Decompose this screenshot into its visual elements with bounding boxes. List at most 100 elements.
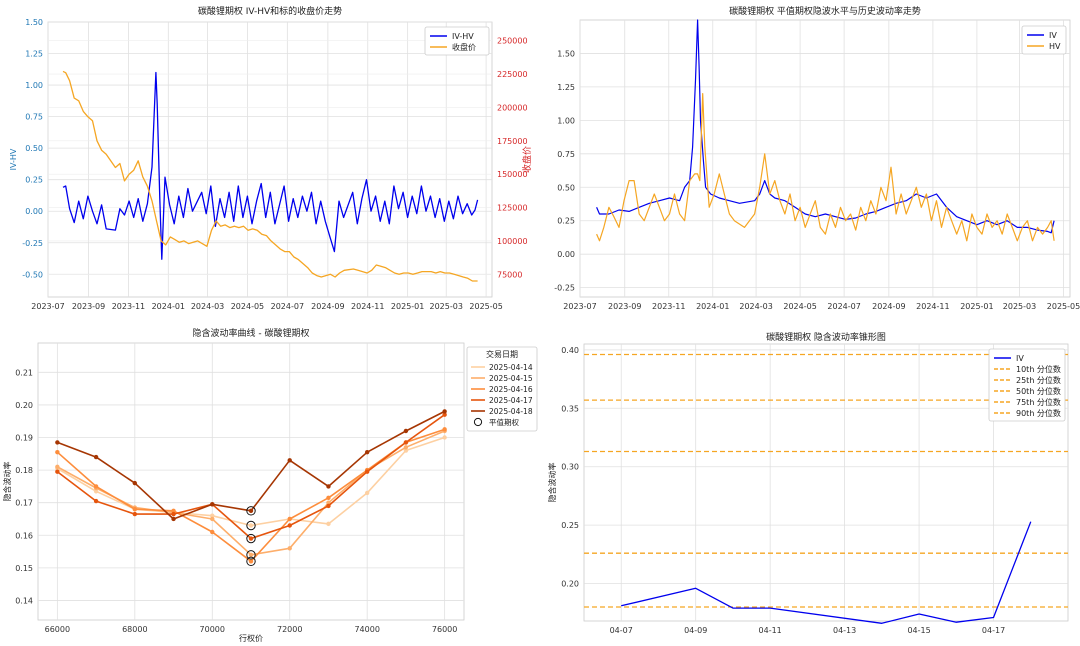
series-point bbox=[442, 435, 447, 440]
series-point bbox=[55, 464, 60, 470]
x-tick-label: 2023-11 bbox=[652, 302, 685, 311]
legend-label: HV bbox=[1049, 42, 1061, 51]
series-point bbox=[210, 529, 215, 535]
series-point bbox=[364, 490, 370, 496]
y-tick-label: 0.00 bbox=[557, 250, 575, 259]
y-tick-label: 0.00 bbox=[25, 207, 43, 216]
legend-label: 10th 分位数 bbox=[1016, 364, 1061, 374]
series-point bbox=[210, 513, 215, 518]
x-tick-label: 2023-11 bbox=[112, 302, 145, 311]
chart-title: 隐含波动率曲线 - 碳酸锂期权 bbox=[193, 327, 310, 339]
y-tick-label: 0.21 bbox=[15, 368, 33, 377]
x-tick-label: 2024-03 bbox=[739, 302, 772, 311]
legend-label: 75th 分位数 bbox=[1016, 397, 1061, 407]
legend bbox=[424, 26, 490, 56]
y-tick-label: 1.25 bbox=[25, 50, 43, 59]
series-line-IV bbox=[621, 521, 1032, 624]
series-point bbox=[326, 500, 331, 505]
series-point bbox=[132, 511, 138, 517]
y-tick-label: 0.25 bbox=[25, 176, 43, 185]
series-point bbox=[132, 507, 138, 512]
x-tick-label: 76000 bbox=[432, 625, 457, 634]
x-tick-label: 2025-03 bbox=[430, 302, 463, 311]
y-tick-label: 0.20 bbox=[561, 580, 579, 589]
series-point bbox=[442, 409, 447, 414]
x-tick-label: 2024-07 bbox=[827, 302, 860, 311]
x-tick-label: 2024-01 bbox=[152, 302, 185, 311]
series-point bbox=[55, 449, 60, 455]
iv-hv-close-price-chart: 2023-07 2023-09 2023-11 2024-01 2024-03 2024-… bbox=[9, 5, 533, 311]
y-tick-label: 0.50 bbox=[557, 183, 575, 192]
series-point bbox=[93, 489, 99, 494]
legend-swatch bbox=[473, 417, 483, 427]
series-point bbox=[403, 448, 409, 453]
x-tick-label: 2024-09 bbox=[872, 302, 905, 311]
y-tick-label: 0.35 bbox=[561, 404, 579, 413]
legend-label: IV-HV bbox=[452, 32, 474, 41]
y-tick-label: 0.19 bbox=[15, 434, 33, 443]
y-right-tick-label: 150000 bbox=[497, 170, 528, 179]
legend-label: 2025-04-17 bbox=[489, 396, 533, 405]
series-point bbox=[326, 503, 331, 509]
legend-label: 平值期权 bbox=[489, 417, 519, 427]
series-line-HV bbox=[596, 93, 1055, 242]
y-tick-label: 0.75 bbox=[25, 113, 43, 122]
series-line-IV bbox=[596, 19, 1055, 234]
series-point bbox=[403, 428, 409, 434]
x-tick-label: 04-09 bbox=[684, 626, 707, 635]
y-right-tick-label: 250000 bbox=[497, 37, 528, 46]
x-tick-label: 2024-11 bbox=[351, 302, 384, 311]
x-tick-label: 2023-07 bbox=[563, 302, 596, 311]
legend bbox=[1021, 25, 1067, 55]
x-tick-label: 2024-03 bbox=[191, 302, 224, 311]
series-point bbox=[287, 523, 292, 528]
atm-marker bbox=[246, 550, 256, 560]
x-tick-label: 74000 bbox=[354, 625, 379, 634]
series-point bbox=[442, 412, 447, 417]
series-line-IV-HV bbox=[62, 71, 479, 260]
y-tick-label: 0.15 bbox=[15, 564, 33, 573]
series-point bbox=[132, 480, 138, 486]
legend-label: 2025-04-14 bbox=[489, 363, 533, 372]
y-tick-label: 0.40 bbox=[561, 346, 579, 355]
series-point bbox=[55, 469, 60, 474]
y-right-tick-label: 100000 bbox=[497, 237, 528, 246]
chart-title: 碳酸锂期权 IV-HV和标的收盘价走势 bbox=[198, 5, 342, 17]
legend bbox=[466, 346, 538, 432]
atm-iv-hv-chart: 2023-07 2023-09 2023-11 2024-01 2024-03 2024-… bbox=[554, 5, 1080, 311]
series-point bbox=[248, 559, 254, 564]
y-tick-label: 0.20 bbox=[15, 401, 33, 410]
x-tick-label: 68000 bbox=[122, 625, 147, 634]
y-axis-label: IV-HV bbox=[9, 148, 18, 170]
x-tick-label: 2025-03 bbox=[1003, 302, 1036, 311]
series-point bbox=[248, 552, 254, 558]
legend-label: 2025-04-16 bbox=[489, 385, 533, 394]
volatility-cone-chart: 04-07 04-09 04-11 04-13 04-15 04-17 0.20 0.25 0.… bbox=[547, 331, 1069, 635]
series-point bbox=[210, 516, 215, 522]
y-tick-label: -0.50 bbox=[22, 270, 43, 279]
x-tick-label: 70000 bbox=[200, 625, 225, 634]
legend-label: 收盘价 bbox=[452, 42, 476, 52]
series-point bbox=[248, 508, 254, 514]
y-tick-label: 0.14 bbox=[15, 596, 33, 605]
plot-area bbox=[47, 21, 493, 298]
x-tick-label: 2024-01 bbox=[696, 302, 729, 311]
series-point bbox=[403, 440, 409, 445]
y-tick-label: -0.25 bbox=[22, 239, 43, 248]
legend-label: 25th 分位数 bbox=[1016, 375, 1061, 385]
volatility-smile-chart: 66000 68000 70000 72000 74000 76000 0.14 0.15 0.… bbox=[2, 327, 538, 643]
plot-area bbox=[37, 342, 465, 621]
legend-label: 2025-04-15 bbox=[489, 374, 533, 383]
series-point bbox=[442, 427, 447, 432]
y-tick-label: 1.25 bbox=[557, 83, 575, 92]
atm-marker bbox=[246, 520, 256, 531]
series-point bbox=[287, 516, 292, 522]
x-tick-label: 2024-05 bbox=[783, 302, 816, 311]
series-point bbox=[403, 445, 409, 450]
series-point bbox=[326, 521, 331, 527]
x-tick-label: 66000 bbox=[45, 625, 70, 634]
series-point bbox=[93, 454, 99, 460]
y-axis-label: 隐含波动率 bbox=[2, 462, 12, 502]
x-tick-label: 2024-05 bbox=[231, 302, 264, 311]
